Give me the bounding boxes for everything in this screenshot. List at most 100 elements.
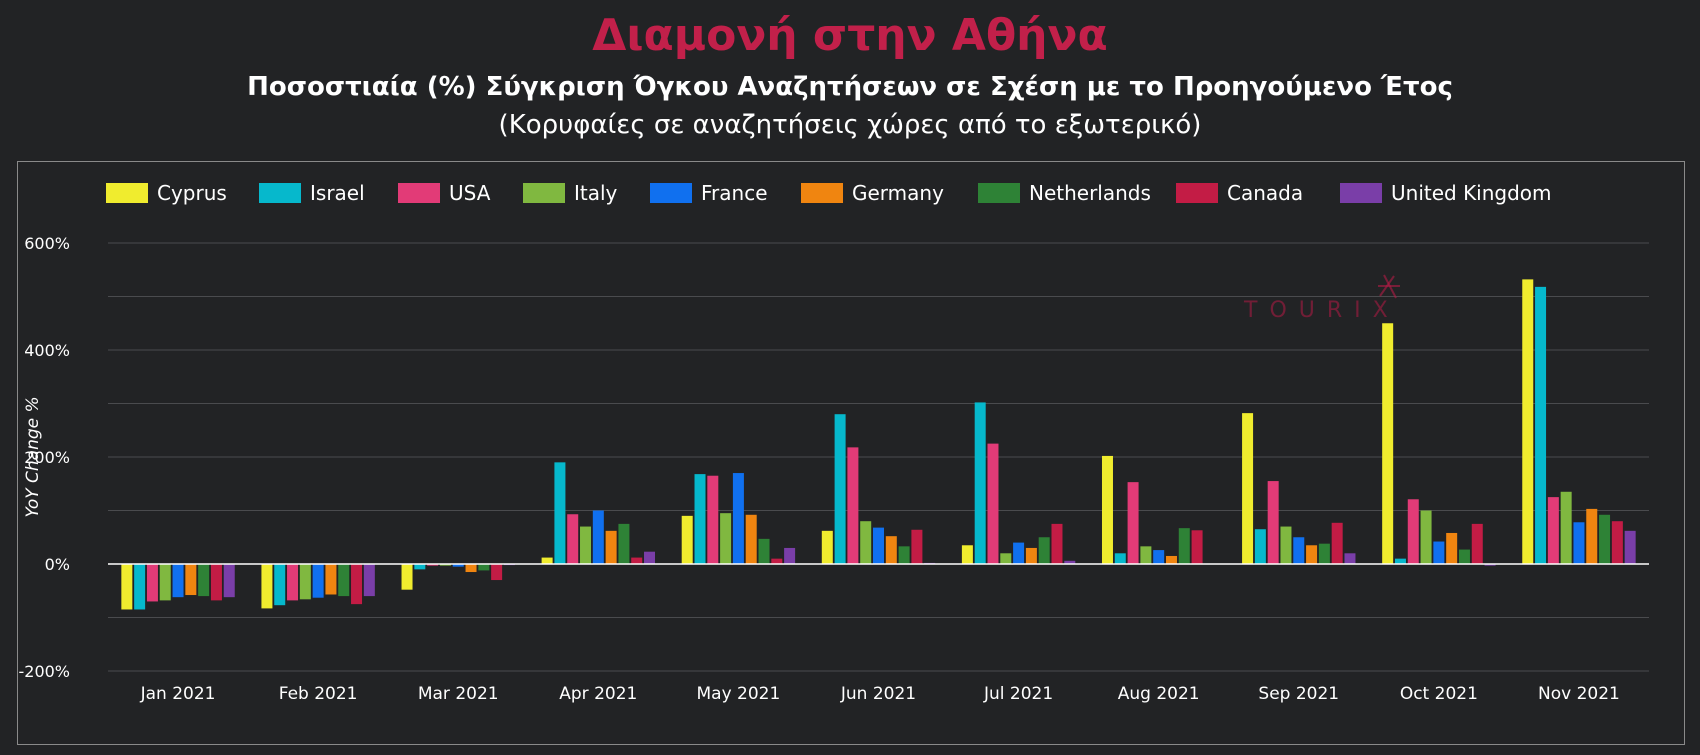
bar-netherlands	[1599, 514, 1611, 564]
bar-italy	[1140, 546, 1152, 564]
chart-title: Διαμονή στην Αθήνα	[592, 10, 1108, 61]
bar-cyprus	[961, 545, 973, 564]
y-tick-label: 600%	[24, 234, 70, 253]
bar-germany	[605, 530, 617, 564]
legend-swatch	[1340, 183, 1382, 203]
bar-cyprus	[1382, 323, 1394, 564]
bar-united-kingdom	[1624, 530, 1636, 564]
legend-label: Canada	[1227, 181, 1303, 205]
bar-cyprus	[541, 557, 553, 564]
bar-netherlands	[478, 564, 490, 571]
bar-cyprus	[1101, 455, 1113, 564]
bar-usa	[1547, 497, 1559, 564]
bar-italy	[1000, 553, 1012, 564]
bar-israel	[834, 414, 846, 564]
legend-label: Netherlands	[1029, 181, 1151, 205]
legend-label: Germany	[852, 181, 944, 205]
bar-canada	[911, 529, 923, 564]
bar-canada	[351, 564, 363, 605]
x-tick-label: May 2021	[696, 684, 780, 704]
legend-label: United Kingdom	[1391, 181, 1552, 205]
bar-united-kingdom	[1344, 553, 1356, 564]
y-tick-label: 0%	[45, 555, 70, 574]
legend-swatch	[650, 183, 692, 203]
bar-france	[452, 564, 464, 567]
bar-italy	[1560, 491, 1572, 564]
bar-usa	[847, 447, 859, 564]
bar-canada	[1471, 523, 1483, 564]
bar-canada	[1051, 523, 1063, 564]
x-tick-label: Nov 2021	[1538, 684, 1620, 704]
bar-israel	[1535, 286, 1547, 564]
bar-france	[1013, 542, 1025, 564]
bar-canada	[1611, 521, 1623, 564]
chart-subtitle-secondary: (Κορυφαίες σε αναζητήσεις χώρες από το ε…	[498, 110, 1202, 140]
bar-italy	[299, 564, 311, 600]
x-tick-label: Sep 2021	[1258, 684, 1339, 704]
x-tick-label: Oct 2021	[1400, 684, 1478, 704]
y-tick-label: 200%	[24, 448, 70, 467]
bar-germany	[1165, 555, 1177, 564]
bar-usa	[1127, 482, 1139, 564]
bar-canada	[631, 557, 643, 564]
bar-cyprus	[401, 564, 413, 590]
bar-france	[172, 564, 184, 598]
x-tick-label: Jul 2021	[983, 684, 1053, 704]
bar-usa	[707, 475, 719, 564]
bar-united-kingdom	[1064, 560, 1076, 564]
bar-netherlands	[618, 523, 630, 564]
bar-cyprus	[1242, 413, 1254, 564]
watermark-logo-text: TOURIX	[1243, 298, 1400, 323]
bar-germany	[325, 564, 337, 595]
bar-italy	[1420, 510, 1432, 564]
bar-france	[873, 527, 884, 564]
bar-united-kingdom	[223, 564, 235, 598]
bar-israel	[274, 564, 286, 606]
x-tick-label: Apr 2021	[559, 684, 637, 704]
bar-israel	[694, 474, 706, 564]
x-tick-label: Feb 2021	[279, 684, 358, 704]
chart-subtitle: Ποσοστιαία (%) Σύγκριση Όγκου Αναζητήσεω…	[247, 72, 1453, 102]
legend-swatch	[398, 183, 440, 203]
legend-swatch	[106, 183, 148, 203]
bar-canada	[771, 558, 783, 564]
x-tick-label: Jun 2021	[840, 684, 916, 704]
bar-netherlands	[1318, 543, 1330, 564]
legend-swatch	[523, 183, 565, 203]
bar-usa	[146, 564, 158, 602]
bar-france	[1573, 522, 1585, 564]
bar-canada	[491, 564, 503, 581]
bar-netherlands	[198, 564, 210, 597]
bar-netherlands	[338, 564, 350, 597]
bar-united-kingdom	[363, 564, 375, 597]
y-tick-label: -200%	[18, 662, 70, 681]
legend-label: France	[701, 181, 768, 205]
bar-israel	[1254, 529, 1266, 564]
legend-swatch	[978, 183, 1020, 203]
bar-united-kingdom	[1484, 564, 1496, 566]
legend-label: Italy	[574, 181, 618, 205]
bar-chart: -200% 0% 200% 400% 600% YoY Change % TOURIX Jan…	[18, 181, 1649, 704]
bar-italy	[720, 513, 732, 564]
legend-swatch	[259, 183, 301, 203]
bar-france	[732, 473, 744, 564]
bar-cyprus	[821, 530, 833, 564]
legend-swatch	[1176, 183, 1218, 203]
bar-united-kingdom	[784, 547, 796, 564]
legend-label: USA	[449, 181, 491, 205]
chart-frame: -200% 0% 200% 400% 600% YoY Change % TOURIX Jan…	[17, 161, 1685, 745]
bar-italy	[580, 526, 592, 564]
bar-germany	[885, 536, 897, 564]
bar-netherlands	[1038, 537, 1050, 564]
bar-cyprus	[681, 515, 693, 564]
bar-germany	[1025, 547, 1037, 564]
bar-germany	[1306, 545, 1318, 564]
bar-united-kingdom	[644, 551, 656, 564]
bar-italy	[159, 564, 171, 601]
bar-france	[1153, 550, 1165, 564]
y-tick-label: 400%	[24, 341, 70, 360]
bar-cyprus	[261, 564, 273, 609]
legend-label: Cyprus	[157, 181, 227, 205]
bar-cyprus	[121, 564, 133, 610]
bar-italy	[1280, 526, 1292, 564]
